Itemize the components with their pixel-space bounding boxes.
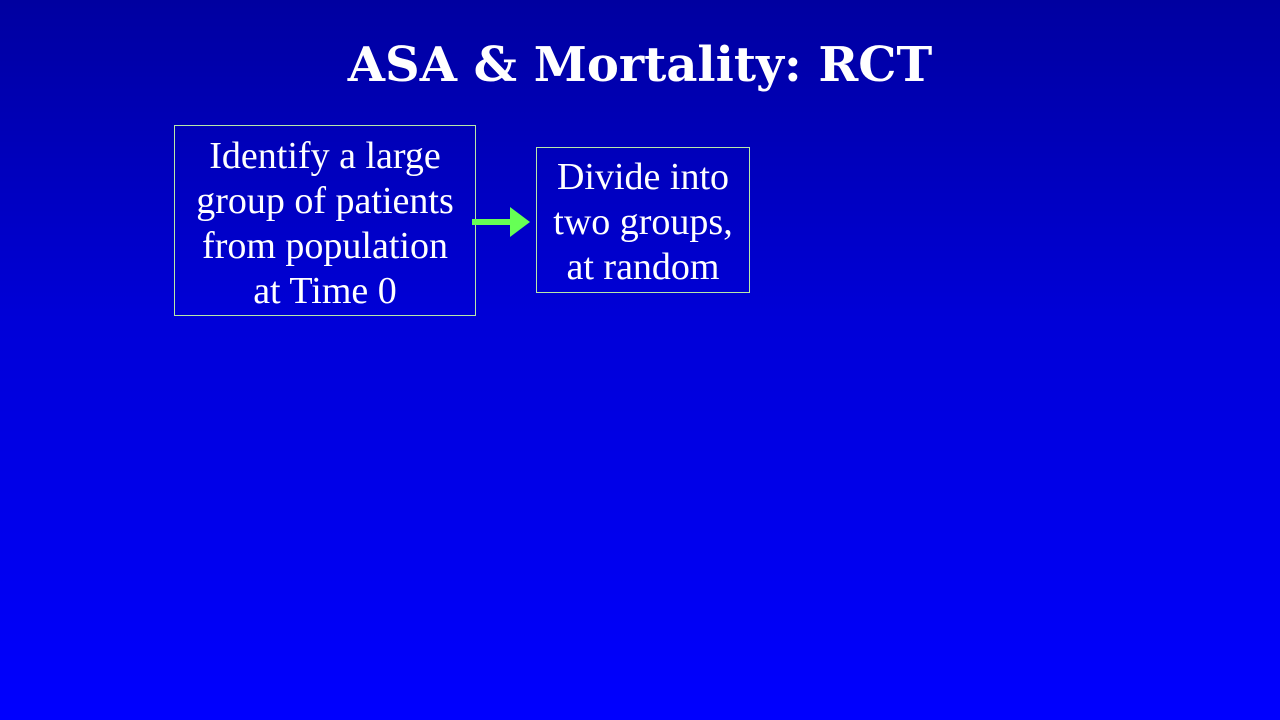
step-2-line-3: at random — [566, 246, 720, 288]
step-2-line-2: two groups, — [553, 201, 733, 243]
step-1-line-2: group of patients — [196, 180, 454, 222]
arrow-head — [510, 207, 530, 237]
step-1-line-4: at Time 0 — [253, 270, 397, 312]
step-identify-patients-box: Identify a large group of patients from … — [174, 125, 476, 316]
step-divide-groups-box: Divide into two groups, at random — [536, 147, 750, 293]
right-arrow-icon — [472, 207, 530, 237]
slide-title: ASA & Mortality: RCT — [347, 37, 933, 93]
step-1-line-3: from population — [202, 225, 448, 267]
arrow-shaft — [472, 219, 512, 225]
step-1-line-1: Identify a large — [209, 135, 441, 177]
step-2-line-1: Divide into — [556, 156, 730, 198]
